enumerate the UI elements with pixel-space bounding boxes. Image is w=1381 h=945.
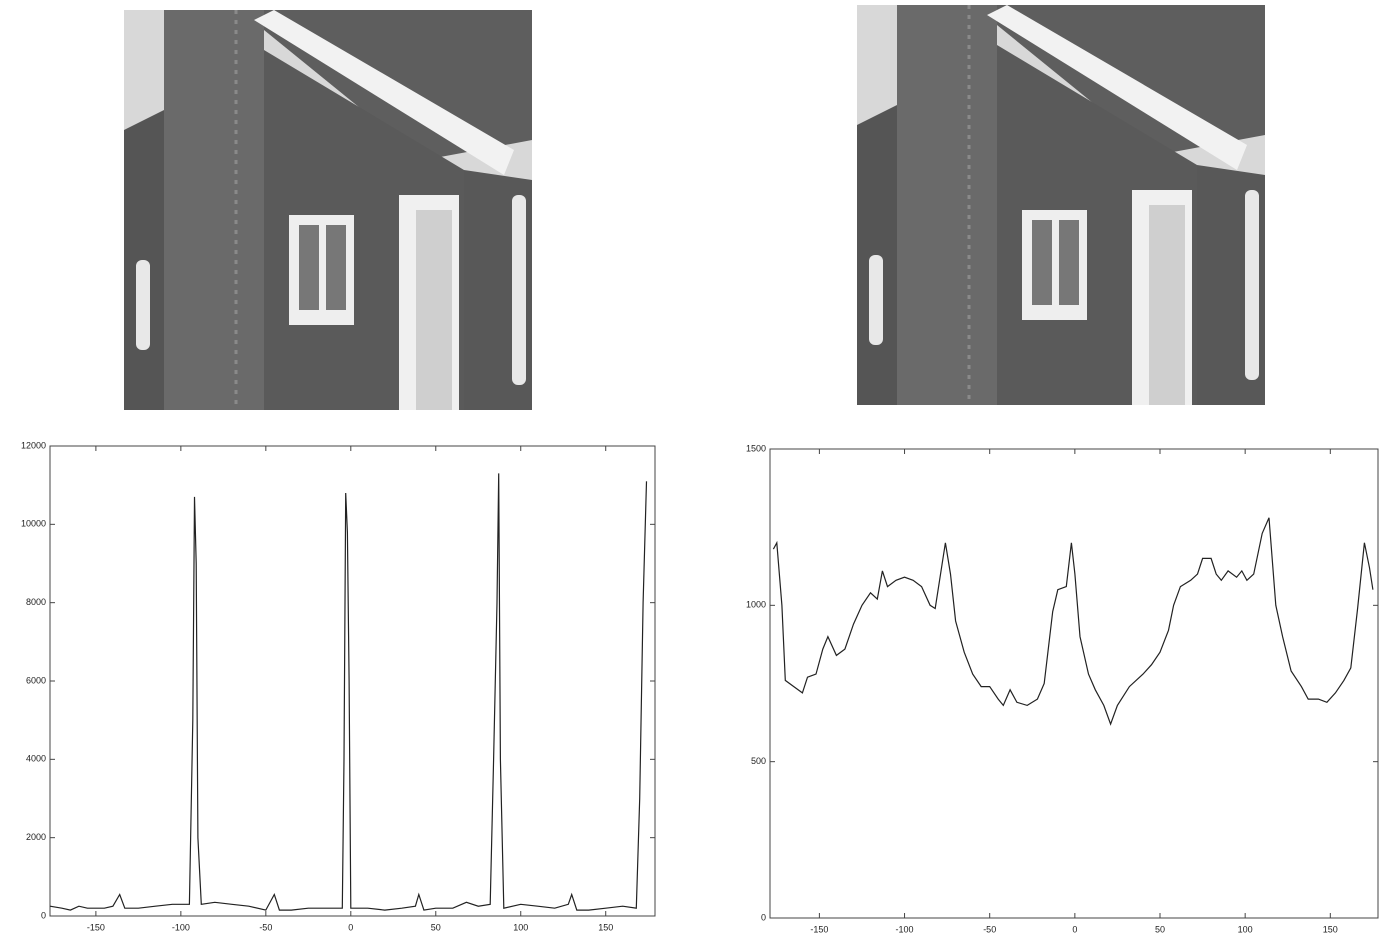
y-tick-label: 12000 <box>21 440 46 450</box>
y-tick-label: 0 <box>41 910 46 920</box>
plot-frame <box>769 448 1379 919</box>
data-line <box>49 473 648 911</box>
x-tick-label: -50 <box>983 924 996 934</box>
plot-frame <box>49 445 656 917</box>
x-tick-label: -50 <box>259 922 272 932</box>
x-tick-label: -150 <box>810 924 828 934</box>
x-tick-label: 150 <box>1323 924 1338 934</box>
x-tick-label: 100 <box>513 922 528 932</box>
x-tick-label: 150 <box>598 922 613 932</box>
x-tick-label: 50 <box>431 922 441 932</box>
x-tick-label: 0 <box>348 922 353 932</box>
y-tick-label: 500 <box>751 756 766 766</box>
y-tick-label: 1000 <box>746 600 766 610</box>
y-tick-label: 2000 <box>26 832 46 842</box>
x-tick-label: -150 <box>87 922 105 932</box>
y-tick-label: 6000 <box>26 675 46 685</box>
x-tick-label: 100 <box>1238 924 1253 934</box>
y-tick-label: 8000 <box>26 597 46 607</box>
x-tick-label: -100 <box>896 924 914 934</box>
photo <box>855 3 1267 407</box>
x-tick-label: -100 <box>172 922 190 932</box>
photo <box>122 8 534 412</box>
y-tick-label: 1500 <box>746 443 766 453</box>
data-line <box>772 517 1374 726</box>
x-tick-label: 0 <box>1072 924 1077 934</box>
y-tick-label: 4000 <box>26 754 46 764</box>
y-tick-label: 10000 <box>21 519 46 529</box>
x-tick-label: 50 <box>1155 924 1165 934</box>
y-tick-label: 0 <box>761 912 766 922</box>
